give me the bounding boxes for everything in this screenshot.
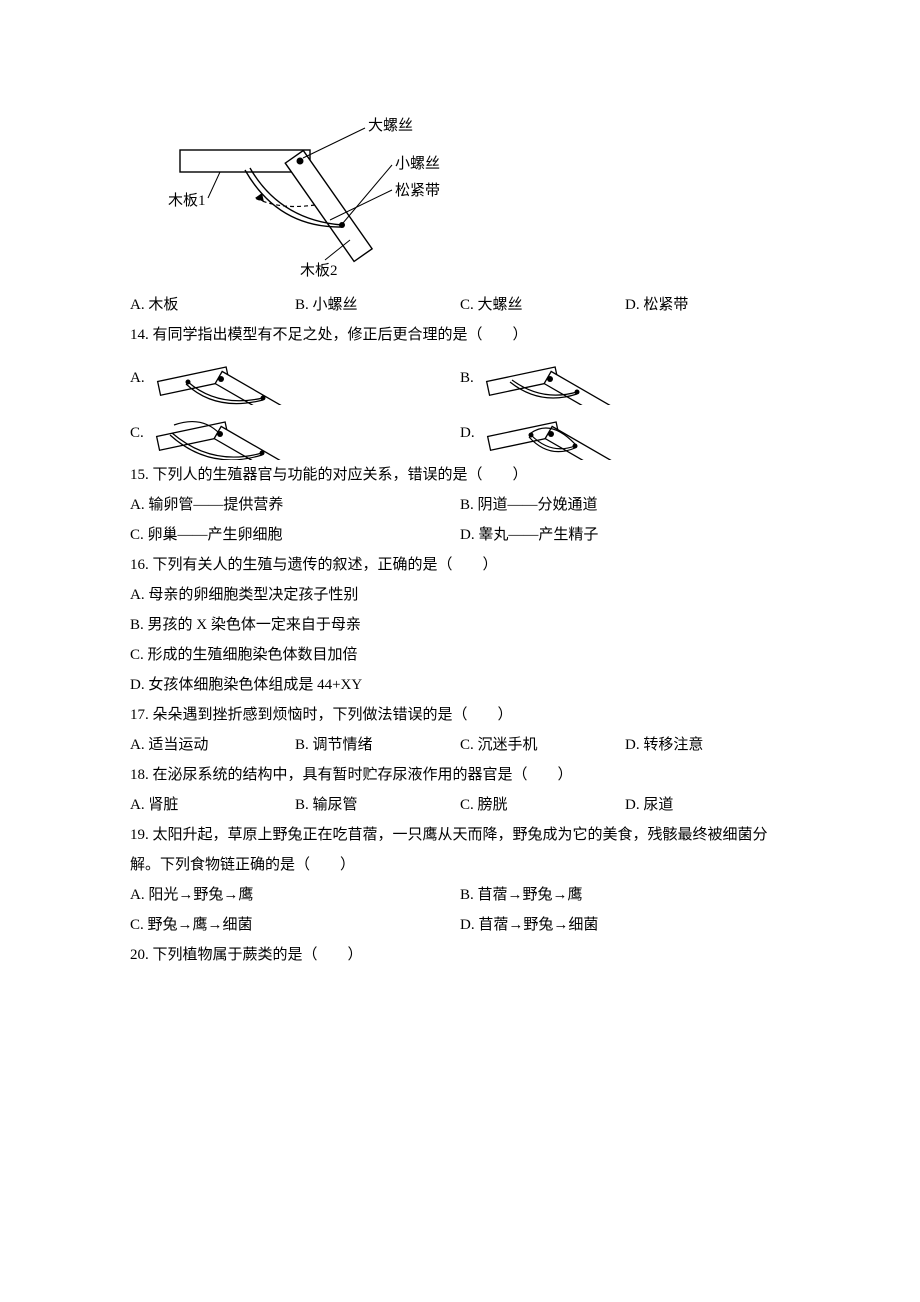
q14-stem: 14. 有同学指出模型有不足之处，修正后更合理的是（ ） (130, 320, 790, 350)
q14-letter-b: B. (460, 363, 474, 393)
q16-option-b: B. 男孩的 X 染色体一定来自于母亲 (130, 610, 790, 640)
q15-option-d: D. 睾丸——产生精子 (460, 520, 790, 550)
q13-option-c: C. 大螺丝 (460, 290, 625, 320)
q18-option-c: C. 膀胱 (460, 790, 625, 820)
q16-option-d: D. 女孩体细胞染色体组成是 44+XY (130, 670, 790, 700)
label-board2: 木板2 (300, 261, 338, 279)
q14-option-d: D. (460, 405, 790, 460)
q13-option-a: A. 木板 (130, 290, 295, 320)
q14-letter-c: C. (130, 418, 144, 448)
label-small-screw: 小螺丝 (395, 155, 440, 172)
q14-options: A. B. C. (130, 350, 790, 460)
q14-svg-d (483, 405, 633, 460)
q18-option-a: A. 肾脏 (130, 790, 295, 820)
label-elastic: 松紧带 (395, 182, 440, 199)
q17-option-c: C. 沉迷手机 (460, 730, 625, 760)
q15-option-b: B. 阴道——分娩通道 (460, 490, 790, 520)
q14-svg-a (153, 350, 303, 405)
q14-svg-c (152, 405, 302, 460)
q13-option-b: B. 小螺丝 (295, 290, 460, 320)
label-big-screw: 大螺丝 (368, 117, 413, 134)
q15-stem: 15. 下列人的生殖器官与功能的对应关系，错误的是（ ） (130, 460, 790, 490)
q14-option-c: C. (130, 405, 460, 460)
q19-option-d: D. 苜蓿→野兔→细菌 (460, 910, 790, 940)
q19-stem: 19. 太阳升起，草原上野兔正在吃苜蓿，一只鹰从天而降，野兔成为它的美食，残骸最… (130, 820, 790, 880)
q17-option-b: B. 调节情绪 (295, 730, 460, 760)
q18-stem: 18. 在泌尿系统的结构中，具有暂时贮存尿液作用的器官是（ ） (130, 760, 790, 790)
q13-option-d: D. 松紧带 (625, 290, 790, 320)
q17-option-a: A. 适当运动 (130, 730, 295, 760)
q19-option-b: B. 苜蓿→野兔→鹰 (460, 880, 790, 910)
q14-option-b: B. (460, 350, 790, 405)
q17-option-d: D. 转移注意 (625, 730, 790, 760)
q18-options: A. 肾脏 B. 输尿管 C. 膀胱 D. 尿道 (130, 790, 790, 820)
q16-option-a: A. 母亲的卵细胞类型决定孩子性别 (130, 580, 790, 610)
q20-stem: 20. 下列植物属于蕨类的是（ ） (130, 940, 790, 970)
diagram-svg: 大螺丝 小螺丝 松紧带 木板1 木板2 (160, 110, 460, 280)
exam-page: 大螺丝 小螺丝 松紧带 木板1 木板2 A. 木板 B. 小螺丝 C. 大螺丝 … (0, 0, 920, 1302)
q14-letter-d: D. (460, 418, 475, 448)
q16-stem: 16. 下列有关人的生殖与遗传的叙述，正确的是（ ） (130, 550, 790, 580)
q16-option-c: C. 形成的生殖细胞染色体数目加倍 (130, 640, 790, 670)
q17-stem: 17. 朵朵遇到挫折感到烦恼时，下列做法错误的是（ ） (130, 700, 790, 730)
q17-options: A. 适当运动 B. 调节情绪 C. 沉迷手机 D. 转移注意 (130, 730, 790, 760)
q15-option-c: C. 卵巢——产生卵细胞 (130, 520, 460, 550)
q14-svg-b (482, 350, 632, 405)
q18-option-b: B. 输尿管 (295, 790, 460, 820)
q19-options: A. 阳光→野兔→鹰 B. 苜蓿→野兔→鹰 C. 野兔→鹰→细菌 D. 苜蓿→野… (130, 880, 790, 940)
joint-model-diagram: 大螺丝 小螺丝 松紧带 木板1 木板2 (160, 110, 790, 280)
q15-options: A. 输卵管——提供营养 B. 阴道——分娩通道 C. 卵巢——产生卵细胞 D.… (130, 490, 790, 550)
label-board1: 木板1 (168, 191, 206, 209)
q19-option-c: C. 野兔→鹰→细菌 (130, 910, 460, 940)
q14-letter-a: A. (130, 363, 145, 393)
q15-option-a: A. 输卵管——提供营养 (130, 490, 460, 520)
q13-options: A. 木板 B. 小螺丝 C. 大螺丝 D. 松紧带 (130, 290, 790, 320)
q14-option-a: A. (130, 350, 460, 405)
q19-option-a: A. 阳光→野兔→鹰 (130, 880, 460, 910)
q18-option-d: D. 尿道 (625, 790, 790, 820)
